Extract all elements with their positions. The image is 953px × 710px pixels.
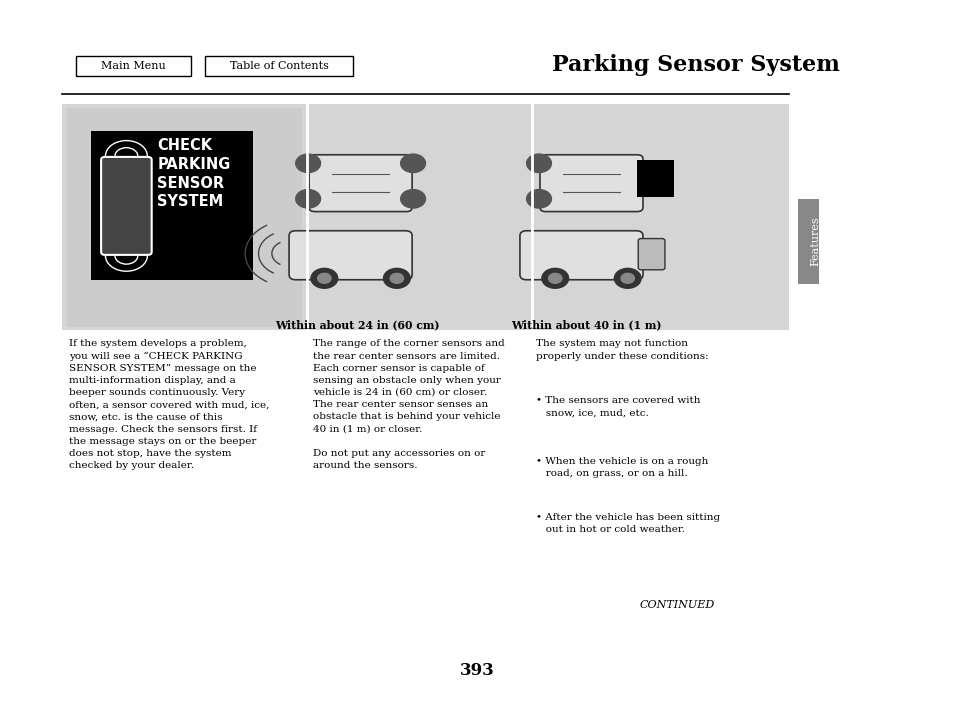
Text: 393: 393 <box>459 662 494 679</box>
Text: The range of the corner sensors and
the rear center sensors are limited.
Each co: The range of the corner sensors and the … <box>313 339 504 470</box>
Text: Features: Features <box>810 217 820 266</box>
Circle shape <box>295 190 320 208</box>
Bar <box>62 104 788 330</box>
Text: Main Menu: Main Menu <box>101 61 166 71</box>
Bar <box>91 131 253 280</box>
Text: The system may not function
properly under these conditions:: The system may not function properly und… <box>536 339 708 361</box>
Circle shape <box>548 273 561 283</box>
Text: CONTINUED: CONTINUED <box>639 600 714 610</box>
Text: • When the vehicle is on a rough
   road, on grass, or on a hill.: • When the vehicle is on a rough road, o… <box>536 457 708 478</box>
Text: Table of Contents: Table of Contents <box>230 61 328 71</box>
FancyBboxPatch shape <box>519 231 642 280</box>
Circle shape <box>526 154 551 173</box>
Text: If the system develops a problem,
you will see a “CHECK PARKING
SENSOR SYSTEM” m: If the system develops a problem, you wi… <box>69 339 269 470</box>
Text: Within about 40 in (1 m): Within about 40 in (1 m) <box>511 319 661 329</box>
Circle shape <box>400 190 425 208</box>
Text: • The sensors are covered with
   snow, ice, mud, etc.: • The sensors are covered with snow, ice… <box>536 396 700 417</box>
Circle shape <box>383 268 410 288</box>
Text: • After the vehicle has been sitting
   out in hot or cold weather.: • After the vehicle has been sitting out… <box>536 513 720 535</box>
FancyBboxPatch shape <box>638 239 664 270</box>
Circle shape <box>614 268 640 288</box>
FancyBboxPatch shape <box>76 56 191 76</box>
Text: Parking Sensor System: Parking Sensor System <box>551 54 839 75</box>
FancyBboxPatch shape <box>289 231 412 280</box>
FancyBboxPatch shape <box>539 155 642 212</box>
Circle shape <box>400 154 425 173</box>
Circle shape <box>526 190 551 208</box>
Bar <box>637 160 673 197</box>
Text: CHECK
PARKING
SENSOR
SYSTEM: CHECK PARKING SENSOR SYSTEM <box>157 138 231 209</box>
Circle shape <box>390 273 403 283</box>
Circle shape <box>541 268 568 288</box>
Circle shape <box>311 268 337 288</box>
Circle shape <box>317 273 331 283</box>
FancyBboxPatch shape <box>205 56 353 76</box>
Bar <box>67 108 302 327</box>
Circle shape <box>295 154 320 173</box>
Text: Within about 24 in (60 cm): Within about 24 in (60 cm) <box>275 319 439 329</box>
Bar <box>797 199 818 284</box>
FancyBboxPatch shape <box>309 155 412 212</box>
Circle shape <box>620 273 634 283</box>
FancyBboxPatch shape <box>101 157 152 255</box>
